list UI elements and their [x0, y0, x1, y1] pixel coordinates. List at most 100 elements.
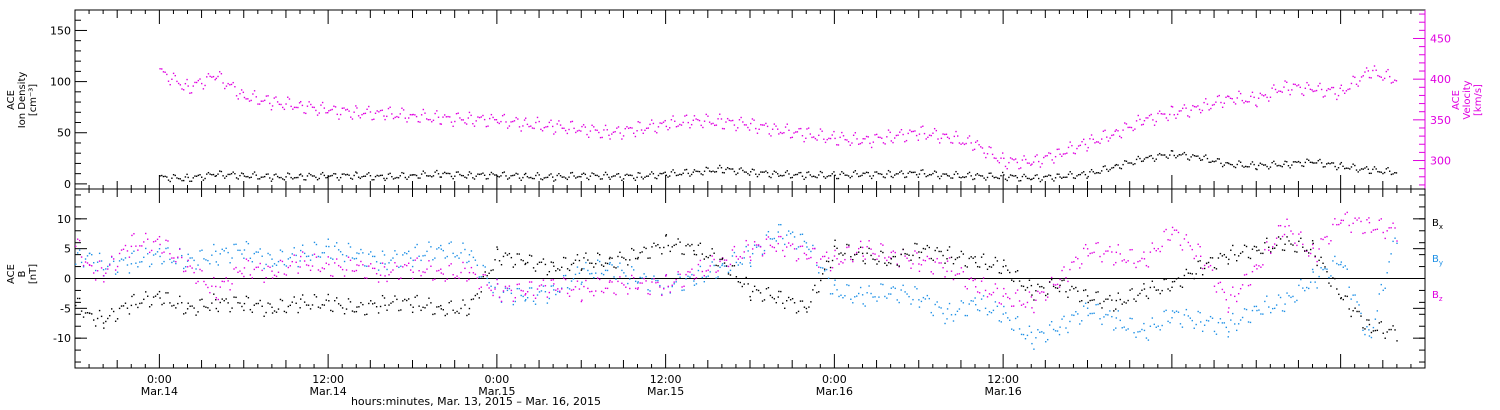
bz-point: [1201, 267, 1204, 270]
bz-point: [1221, 288, 1224, 291]
bx-point: [1107, 298, 1109, 300]
bx-point: [512, 266, 515, 268]
density-series: [159, 150, 1398, 183]
by-point: [518, 287, 520, 290]
by-point: [524, 300, 526, 302]
density-point: [1095, 172, 1098, 174]
velocity-point: [227, 82, 229, 85]
bz-point: [825, 251, 828, 253]
velocity-point: [714, 124, 716, 127]
by-point: [219, 253, 221, 255]
by-point: [446, 255, 448, 258]
bz-point: [398, 278, 400, 280]
density-point: [1031, 178, 1033, 180]
by-point: [904, 291, 906, 293]
bx-point: [1304, 250, 1306, 252]
bx-point: [1081, 300, 1083, 302]
bx-point: [888, 261, 890, 264]
velocity-point: [515, 116, 517, 119]
by-point: [1169, 321, 1171, 324]
velocity-point: [629, 126, 632, 129]
bx-point: [1368, 319, 1370, 321]
velocity-point: [1304, 87, 1307, 90]
velocity-point: [1147, 117, 1149, 119]
velocity-point: [329, 109, 332, 111]
by-point: [733, 251, 736, 254]
bz-point: [434, 278, 436, 280]
bx-point: [589, 262, 591, 264]
velocity-point: [1255, 104, 1257, 106]
by-point: [334, 245, 336, 247]
bz-point: [866, 245, 868, 248]
bx-point: [1143, 288, 1146, 290]
density-point: [181, 179, 183, 182]
bx-point: [625, 258, 627, 261]
velocity-point: [877, 136, 880, 138]
right-y-axis-title: ACE: [1451, 90, 1462, 110]
density-point: [1324, 165, 1326, 168]
velocity-point: [1003, 157, 1005, 160]
bz-point: [1232, 286, 1234, 288]
bz-point: [952, 278, 955, 281]
bz-point: [1344, 213, 1346, 215]
by-point: [295, 254, 297, 257]
bx-point: [1344, 295, 1346, 297]
density-point: [642, 178, 644, 180]
density-point: [531, 177, 534, 180]
velocity-point: [552, 125, 554, 128]
density-point: [1387, 167, 1389, 169]
bz-point: [1149, 251, 1152, 253]
bz-point: [611, 281, 613, 283]
by-point: [323, 252, 326, 254]
bz-point: [496, 278, 498, 281]
bx-point: [1056, 287, 1059, 289]
bz-point: [141, 245, 143, 247]
bx-point: [426, 304, 428, 306]
velocity-point: [1373, 65, 1376, 67]
bz-point: [597, 277, 599, 279]
velocity-point: [243, 96, 246, 99]
bz-point: [767, 236, 770, 238]
bz-point: [645, 280, 647, 282]
bz-point: [1099, 255, 1101, 258]
by-point: [1273, 307, 1276, 310]
bz-point: [128, 256, 131, 258]
bz-point: [1119, 253, 1121, 255]
by-point: [861, 294, 864, 296]
velocity-point: [406, 121, 408, 123]
by-point: [130, 263, 133, 265]
bx-point: [502, 255, 505, 258]
by-point: [602, 273, 605, 276]
velocity-point: [720, 118, 723, 120]
velocity-point: [608, 134, 610, 137]
density-point: [558, 172, 560, 175]
density-point: [869, 175, 871, 177]
bz-point: [450, 263, 452, 265]
density-point: [664, 171, 666, 173]
velocity-point: [1264, 94, 1267, 96]
left-y-axis-title: ACE: [6, 90, 17, 110]
bz-point: [553, 283, 555, 285]
density-point: [520, 179, 522, 181]
bx-point: [133, 293, 135, 296]
by-point: [480, 276, 482, 278]
by-point: [309, 259, 312, 261]
by-point: [1279, 296, 1282, 299]
density-point: [172, 173, 175, 176]
bx-point: [377, 312, 380, 314]
bx-point: [874, 259, 876, 261]
bz-point: [480, 286, 482, 288]
by-point: [364, 265, 366, 267]
velocity-point: [1013, 159, 1015, 161]
by-point: [1011, 328, 1013, 330]
bz-point: [548, 291, 551, 294]
bx-point: [1011, 279, 1013, 281]
velocity-point: [1334, 93, 1336, 95]
by-point: [161, 262, 163, 265]
bx-point: [643, 246, 645, 249]
bx-point: [303, 301, 306, 303]
bx-point: [1199, 260, 1201, 262]
by-point: [982, 295, 985, 297]
by-point: [245, 240, 248, 243]
by-point: [1084, 302, 1087, 304]
